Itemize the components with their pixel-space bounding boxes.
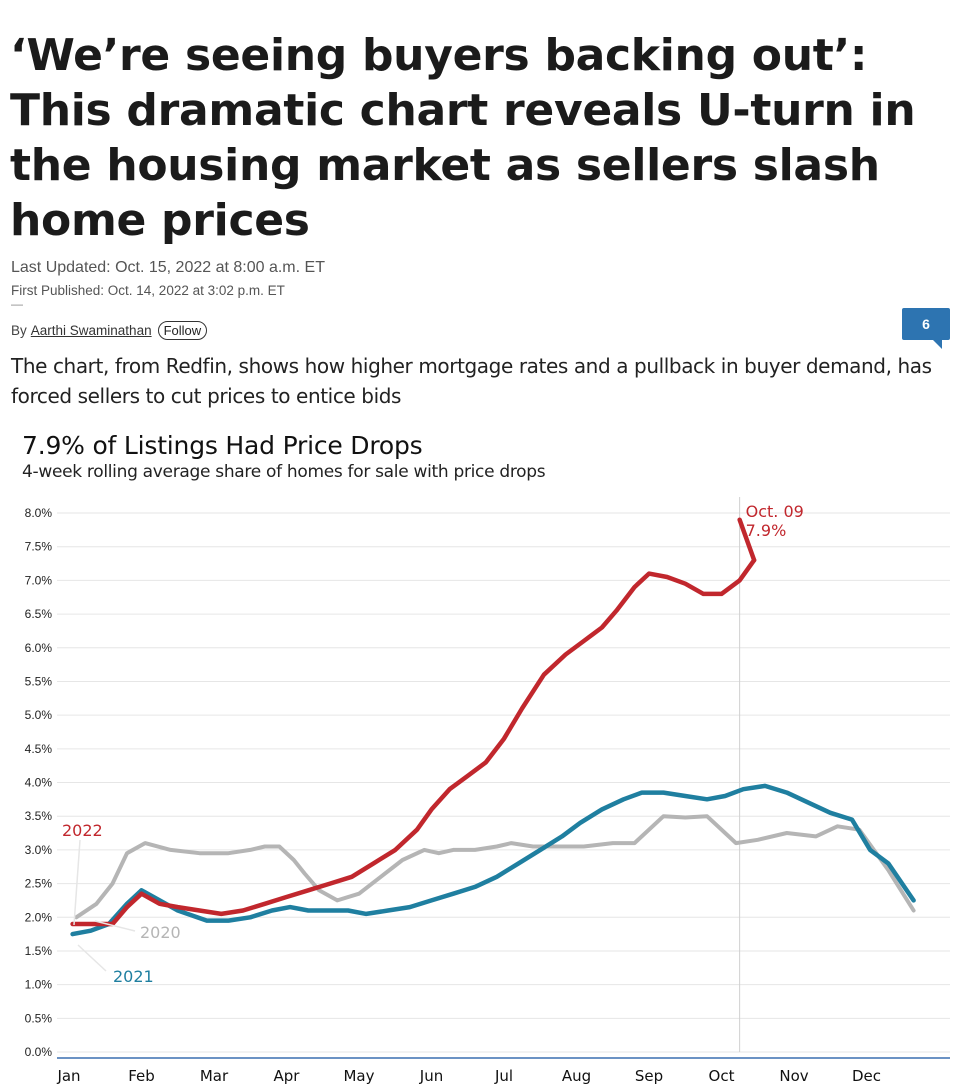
comment-count-badge[interactable]: 6 [902,308,950,349]
x-tick-label: Dec [852,1067,881,1085]
chart-subtitle: 4-week rolling average share of homes fo… [22,462,546,482]
y-tick-label: 0.5% [25,1011,53,1025]
series-line-2022-end [737,517,757,563]
article-headline: ‘We’re seeing buyers backing out’: This … [10,30,916,246]
series-line-2020 [74,814,916,920]
comment-count: 6 [922,316,930,332]
first-published: First Published: Oct. 14, 2022 at 3:02 p… [11,283,285,298]
y-tick-label: 2.5% [25,877,53,891]
leader-line-2021 [77,944,107,972]
x-tick-label: May [343,1067,374,1085]
x-tick-label: Sep [635,1067,663,1085]
chart-title: 7.9% of Listings Had Price Drops [22,431,423,460]
y-tick-label: 4.0% [25,776,53,790]
y-tick-label: 7.0% [25,573,53,587]
x-tick-label: Oct [709,1067,735,1085]
y-tick-label: 5.5% [25,674,53,688]
y-tick-label: 6.0% [25,641,53,655]
highlight-date-label: Oct. 09 [746,502,804,521]
x-tick-label: Apr [274,1067,301,1085]
y-tick-label: 8.0% [25,506,53,520]
x-tick-label: Aug [562,1067,591,1085]
x-tick-label: Feb [128,1067,155,1085]
line-chart: 0.0% 0.5% 1.0% 1.5% 2.0% 2.5% 3.0% 3.5% 4.0% 4.5%… [25,497,950,1085]
y-tick-label: 1.5% [25,944,53,958]
y-tick-label: 6.5% [25,607,53,621]
y-tick-label: 3.5% [25,809,53,823]
last-updated: Last Updated: Oct. 15, 2022 at 8:00 a.m.… [11,259,325,276]
leader-line-2022 [73,839,81,926]
byline-prefix: By [11,323,27,338]
series-line-2022 [70,557,757,927]
y-tick-label: 1.0% [25,978,53,992]
y-tick-label: 3.0% [25,843,53,857]
y-tick-label: 5.0% [25,708,53,722]
y-tick-label: 4.5% [25,742,53,756]
x-tick-label: Nov [779,1067,808,1085]
x-tick-label: Mar [200,1067,229,1085]
y-tick-label: 7.5% [25,540,53,554]
follow-button[interactable]: Follow [157,321,208,340]
highlight-value-label: 7.9% [746,521,787,540]
meta-divider: — [11,297,23,311]
series-label-2020: 2020 [140,923,181,942]
y-tick-label: 0.0% [25,1045,53,1059]
article-dek: The chart, from Redfin, shows how higher… [11,354,932,408]
x-tick-label: Jan [56,1067,80,1085]
leader-line-2020 [94,920,136,932]
series-line-2021 [70,783,916,937]
byline: By Aarthi Swaminathan Follow [11,321,208,340]
author-link[interactable]: Aarthi Swaminathan [30,323,152,338]
series-label-2021: 2021 [113,967,154,986]
y-tick-label: 2.0% [25,910,53,924]
x-tick-label: Jul [494,1067,513,1085]
x-tick-label: Jun [419,1067,443,1085]
series-label-2022: 2022 [62,821,103,840]
